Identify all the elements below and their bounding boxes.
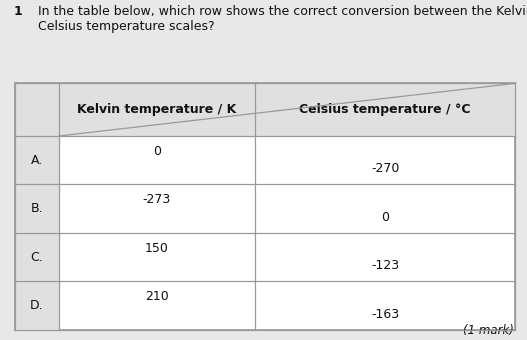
Text: 0: 0 <box>153 145 161 158</box>
Bar <box>15 83 59 136</box>
Text: 1: 1 <box>13 5 22 18</box>
Bar <box>15 184 59 233</box>
Bar <box>15 136 59 184</box>
Text: C.: C. <box>31 251 43 264</box>
Bar <box>15 233 59 281</box>
Text: A.: A. <box>31 154 43 167</box>
Text: Kelvin temperature / K: Kelvin temperature / K <box>77 103 237 116</box>
Text: -273: -273 <box>143 193 171 206</box>
Text: -163: -163 <box>371 308 399 321</box>
Bar <box>15 281 59 330</box>
Text: 210: 210 <box>145 290 169 303</box>
Text: B.: B. <box>31 202 43 215</box>
Text: 150: 150 <box>145 242 169 255</box>
Text: Celsius temperature / °C: Celsius temperature / °C <box>299 103 471 116</box>
Text: In the table below, which row shows the correct conversion between the Kelvin an: In the table below, which row shows the … <box>38 5 527 33</box>
Text: D.: D. <box>30 299 44 312</box>
Bar <box>15 83 515 136</box>
Text: 0: 0 <box>381 211 389 224</box>
Text: -270: -270 <box>371 163 399 175</box>
Bar <box>15 83 515 330</box>
Text: -123: -123 <box>371 259 399 272</box>
Text: (1 mark): (1 mark) <box>463 324 514 337</box>
